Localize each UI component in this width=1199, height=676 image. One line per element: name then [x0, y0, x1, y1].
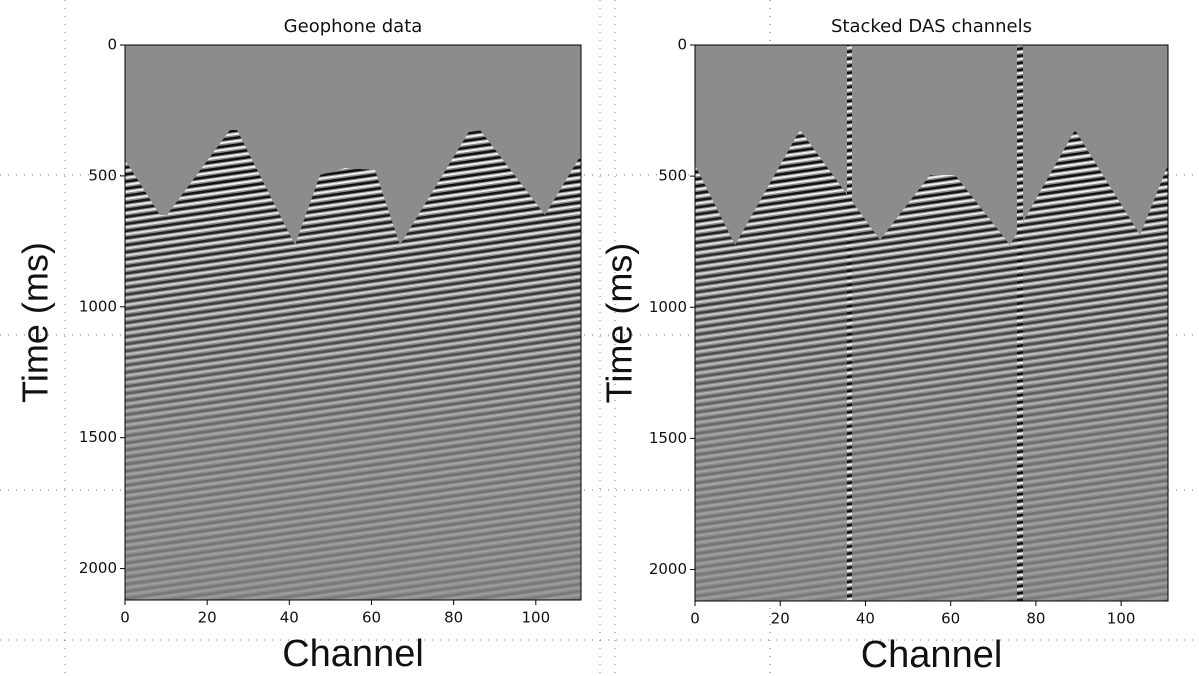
x-tick-label: 80	[444, 609, 463, 627]
x-tick-label: 40	[280, 609, 299, 627]
y-tick-label: 0	[677, 36, 687, 54]
y-tick-label: 1000	[79, 297, 117, 315]
y-tick-label: 500	[658, 167, 687, 185]
x-axis-label: Channel	[282, 633, 424, 675]
axes-frame	[124, 44, 582, 601]
y-tick-label: 0	[107, 36, 117, 54]
y-tick-label: 1500	[649, 429, 687, 447]
y-axis-label: Time (ms)	[15, 242, 56, 403]
panel-image	[695, 45, 1168, 601]
x-tick-label: 20	[198, 609, 217, 627]
x-tick-label: 100	[521, 609, 550, 627]
y-tick-label: 2000	[649, 560, 687, 578]
x-tick-label: 0	[120, 609, 130, 627]
x-tick-label: 0	[690, 610, 700, 628]
chart-title: Stacked DAS channels	[831, 16, 1032, 37]
chart-title: Geophone data	[284, 16, 423, 37]
x-tick-label: 80	[1026, 610, 1045, 628]
x-tick-label: 40	[856, 610, 875, 628]
y-axis-label: Time (ms)	[599, 243, 640, 404]
x-tick-label: 100	[1107, 610, 1136, 628]
y-tick-label: 1500	[79, 428, 117, 446]
x-tick-label: 60	[941, 610, 960, 628]
y-tick-label: 500	[88, 166, 117, 184]
y-tick-label: 2000	[79, 559, 117, 577]
x-tick-label: 60	[362, 609, 381, 627]
panel-image	[125, 45, 581, 600]
x-tick-label: 20	[771, 610, 790, 628]
x-axis-label: Channel	[861, 634, 1003, 676]
y-tick-label: 1000	[649, 298, 687, 316]
axes-frame	[694, 44, 1169, 602]
